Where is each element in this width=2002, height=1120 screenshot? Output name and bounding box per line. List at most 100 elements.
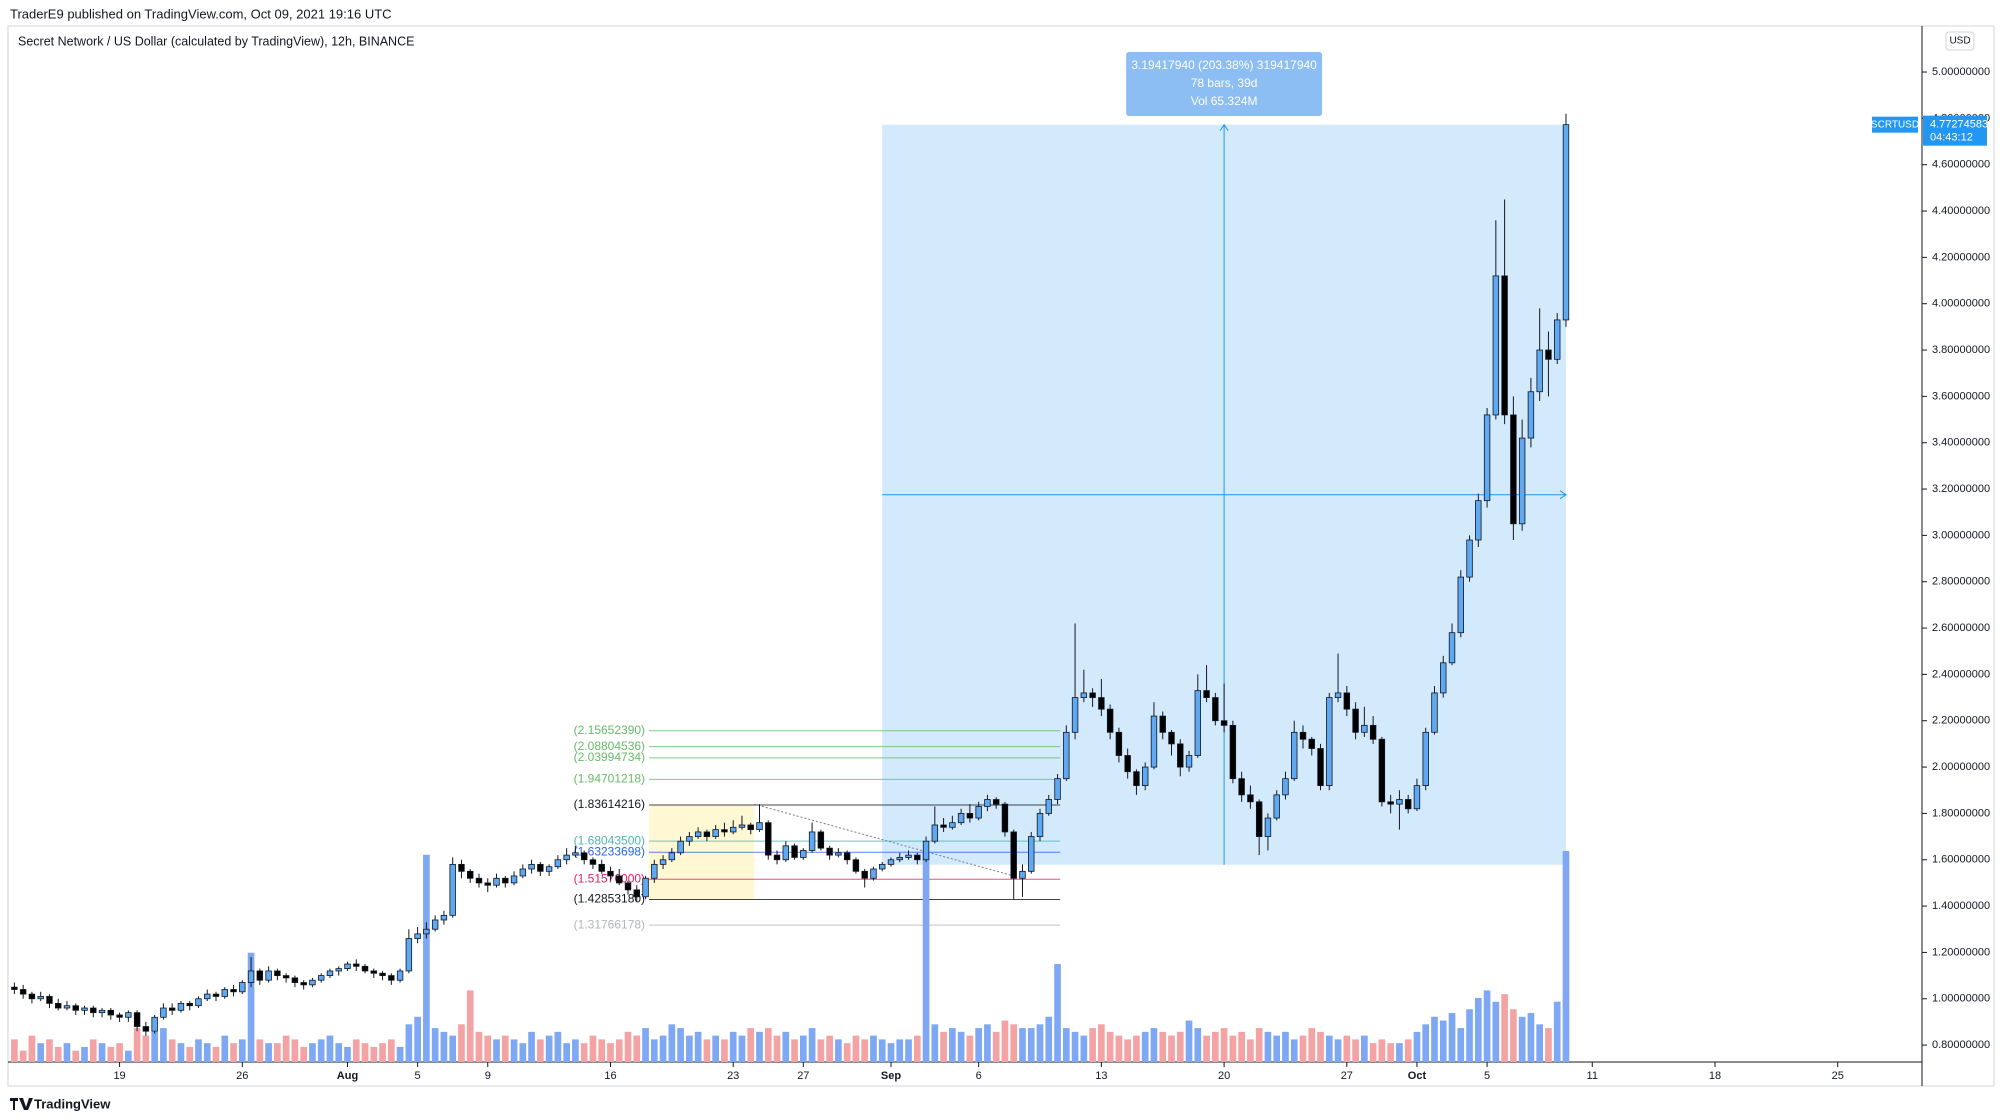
volume-bar — [721, 1039, 728, 1062]
volume-bar — [554, 1031, 562, 1062]
candle-body — [1045, 799, 1052, 814]
candle-body — [598, 863, 605, 872]
volume-bar — [957, 1031, 965, 1062]
candle-body — [1440, 662, 1447, 694]
volume-bar — [940, 1031, 947, 1062]
volume-bar — [414, 1016, 421, 1062]
candle-body — [554, 859, 562, 868]
volume-bar — [1501, 994, 1508, 1062]
measure-info-box — [1126, 52, 1323, 116]
candle-body — [168, 1007, 176, 1011]
candle-body — [431, 919, 439, 930]
fib-label: (2.03994734) — [574, 750, 645, 764]
candle-body — [160, 1007, 167, 1018]
volume-bar — [703, 1039, 711, 1062]
candle-body — [1299, 731, 1307, 740]
volume-bar — [1352, 1039, 1359, 1062]
candle-body — [957, 813, 965, 824]
volume-bar — [1439, 1020, 1447, 1062]
volume-bar — [274, 1043, 281, 1062]
candle-body — [19, 989, 27, 995]
candle-body — [966, 813, 974, 819]
candle-body — [1378, 738, 1386, 803]
volume-bar — [238, 1039, 246, 1062]
candle-body — [344, 963, 351, 970]
volume-bar — [659, 1035, 667, 1062]
volume-bar — [379, 1043, 386, 1062]
candle-body — [1466, 539, 1473, 578]
candle-body — [1185, 755, 1193, 768]
volume-bar — [63, 1043, 71, 1062]
candle-body — [1028, 836, 1035, 872]
symbol-title: Secret Network / US Dollar (calculated b… — [18, 34, 414, 48]
candle-body — [1071, 697, 1079, 733]
volume-bar — [11, 1039, 18, 1062]
candle-body — [309, 979, 316, 986]
candle-body — [1518, 437, 1526, 525]
candle-body — [537, 863, 544, 872]
volume-bar — [817, 1039, 825, 1062]
x-tick-label: Sep — [881, 1070, 901, 1082]
candle-body — [589, 859, 597, 865]
candle-body — [1063, 731, 1070, 780]
volume-bar — [782, 1031, 790, 1062]
volume-bar — [1080, 1035, 1088, 1062]
volume-bar — [1527, 1013, 1535, 1062]
fib-label: (1.94701218) — [574, 772, 645, 786]
candle-body — [633, 889, 640, 898]
volume-bar — [1431, 1016, 1438, 1062]
candle-body — [142, 1026, 150, 1032]
candle-body — [1282, 778, 1289, 796]
volume-bar — [1290, 1039, 1298, 1062]
y-tick-label: 1.60000000 — [1932, 854, 1990, 866]
candle-body — [1124, 755, 1131, 773]
volume-bar — [230, 1043, 237, 1062]
volume-bar — [1545, 1028, 1552, 1062]
candle-body — [1527, 391, 1535, 439]
volume-bar — [133, 1028, 141, 1062]
volume-bar — [160, 1028, 167, 1062]
volume-bar — [326, 1035, 334, 1062]
volume-bar — [668, 1024, 676, 1062]
candle-body — [1422, 731, 1429, 787]
volume-bar — [1001, 1020, 1009, 1062]
volume-bar — [1510, 1009, 1517, 1062]
candle-body — [195, 998, 202, 1007]
volume-bar — [633, 1035, 641, 1062]
volume-bar — [650, 1039, 658, 1062]
volume-bar — [642, 1028, 649, 1062]
candle-body — [747, 824, 754, 831]
volume-bar — [1089, 1028, 1096, 1062]
x-tick-label: 9 — [485, 1070, 491, 1082]
volume-bar — [572, 1039, 579, 1062]
candle-body — [204, 993, 211, 1000]
candle-body — [28, 993, 36, 1000]
candle-body — [440, 914, 448, 921]
volume-bar — [764, 1028, 772, 1062]
volume-bar — [966, 1035, 974, 1062]
candle-body — [545, 866, 553, 872]
volume-bar — [282, 1035, 290, 1062]
volume-bar — [309, 1043, 316, 1062]
volume-bar — [1133, 1035, 1140, 1062]
volume-bar — [1317, 1031, 1324, 1062]
volume-bar — [1404, 1039, 1412, 1062]
volume-bar — [1054, 964, 1061, 1062]
volume-bar — [1413, 1031, 1421, 1062]
x-tick-label: 6 — [976, 1070, 982, 1082]
x-tick-label: 25 — [1832, 1070, 1844, 1082]
candle-body — [1361, 724, 1368, 733]
volume-bar — [545, 1035, 553, 1062]
volume-bar — [1282, 1031, 1289, 1062]
y-tick-label: 1.00000000 — [1932, 993, 1990, 1005]
volume-bar — [931, 1024, 939, 1062]
candle-body — [563, 854, 570, 861]
volume-bar — [870, 1035, 877, 1062]
candle-body — [379, 972, 386, 976]
volume-bar — [1308, 1028, 1316, 1062]
candle-body — [1308, 738, 1315, 749]
candle-body — [817, 831, 825, 849]
volume-bar — [949, 1028, 956, 1062]
price-label: 4.77274583 — [1930, 119, 1988, 131]
volume-bar — [186, 1046, 194, 1062]
